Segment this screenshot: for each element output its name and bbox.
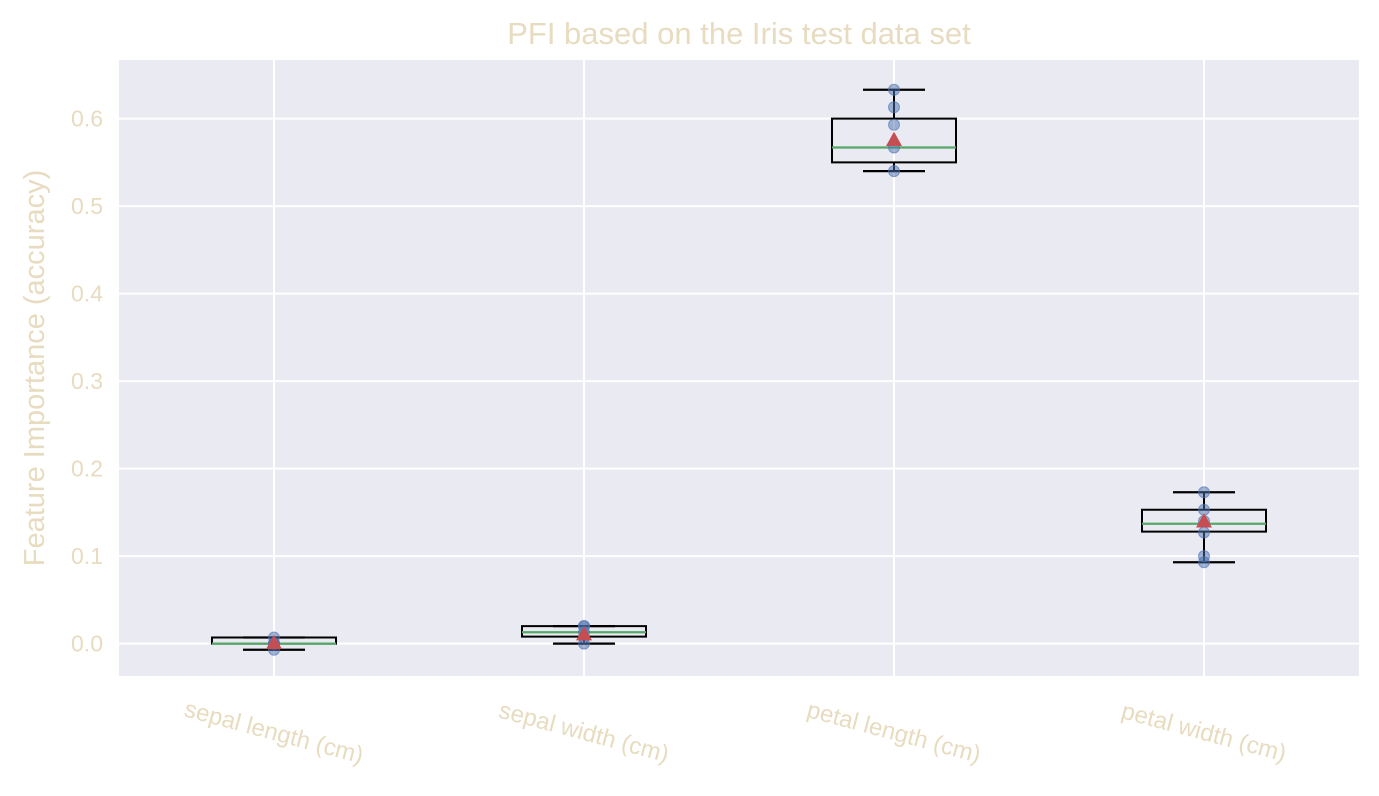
mean-marker: [576, 626, 592, 641]
x-tick-label: petal length (cm): [804, 696, 984, 768]
box-group: [1141, 486, 1267, 569]
data-point: [888, 83, 900, 96]
box-group: [521, 620, 647, 650]
plot-area: [119, 60, 1359, 676]
data-point: [888, 165, 900, 178]
y-tick-label: 0.6: [71, 106, 103, 132]
grid-lines: [119, 60, 1359, 676]
y-axis-ticks: 0.0 0.1 0.2 0.3 0.4 0.5 0.6: [71, 106, 103, 657]
mean-marker: [266, 634, 282, 650]
box-iqr: [831, 117, 957, 164]
data-point: [888, 118, 900, 131]
data-point: [1198, 550, 1210, 563]
y-tick-label: 0.3: [71, 368, 103, 394]
x-tick-label: sepal width (cm): [496, 697, 672, 768]
boxes-layer: [211, 83, 1267, 656]
y-tick-label: 0.1: [71, 543, 103, 569]
box-group: [211, 631, 337, 656]
y-tick-label: 0.2: [71, 456, 103, 482]
y-tick-label: 0.5: [71, 193, 103, 219]
y-tick-label: 0.4: [71, 281, 103, 307]
y-tick-label: 0.0: [71, 631, 103, 657]
x-tick-label: petal width (cm): [1119, 698, 1290, 768]
mean-marker: [1196, 513, 1212, 528]
mean-marker: [886, 131, 902, 147]
x-axis-ticks: sepal length (cm) sepal width (cm) petal l…: [181, 696, 1289, 770]
y-axis-label: Feature Importance (accuracy): [19, 170, 51, 566]
data-point: [1198, 526, 1210, 539]
box-group: [831, 83, 957, 178]
x-tick-label: sepal length (cm): [181, 696, 366, 770]
data-point: [1198, 486, 1210, 499]
data-point: [888, 101, 900, 114]
chart-title: PFI based on the Iris test data set: [507, 16, 971, 51]
